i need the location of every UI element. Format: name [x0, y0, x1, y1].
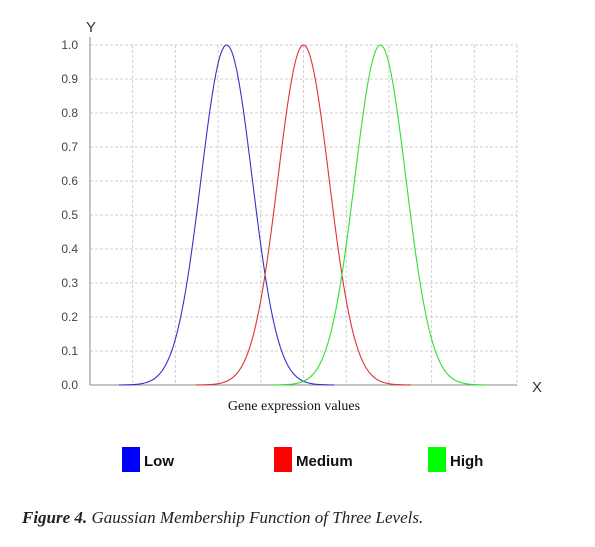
y-tick-label: 0.5 [61, 208, 78, 222]
y-axis-letter: Y [86, 19, 96, 36]
series-line-medium [195, 44, 412, 386]
y-tick-label: 0.2 [61, 310, 78, 324]
y-tick-label: 0.0 [61, 378, 78, 392]
legend-swatch-high [428, 447, 446, 472]
y-tick-label: 0.3 [61, 276, 78, 290]
grid [89, 44, 518, 386]
legend-label-low: Low [144, 453, 174, 470]
y-tick-label: 1.0 [61, 38, 78, 52]
x-axis-letter: X [532, 379, 542, 396]
y-tick-label: 0.6 [61, 174, 78, 188]
legend-swatch-low [122, 447, 140, 472]
figure-caption: Figure 4. Gaussian Membership Function o… [22, 508, 423, 528]
series-line-high [272, 44, 488, 386]
legend-label-high: High [450, 453, 483, 470]
series-line-low [119, 44, 335, 386]
y-tick-label: 0.8 [61, 106, 78, 120]
series-curves [119, 44, 488, 386]
y-tick-label: 0.9 [61, 72, 78, 86]
legend: Low Medium High [122, 447, 483, 472]
figure-label: Figure 4. [22, 508, 88, 527]
y-tick-labels: 0.0 0.1 0.2 0.3 0.4 0.5 0.6 0.7 0.8 0.9 1.0 [61, 38, 78, 392]
figure-caption-text: Gaussian Membership Function of Three Le… [91, 508, 424, 527]
y-tick-label: 0.7 [61, 140, 78, 154]
y-tick-label: 0.4 [61, 242, 78, 256]
legend-swatch-medium [274, 447, 292, 472]
axes [89, 37, 517, 386]
x-axis-label: Gene expression values [228, 399, 360, 414]
legend-label-medium: Medium [296, 453, 353, 470]
y-tick-label: 0.1 [61, 344, 78, 358]
